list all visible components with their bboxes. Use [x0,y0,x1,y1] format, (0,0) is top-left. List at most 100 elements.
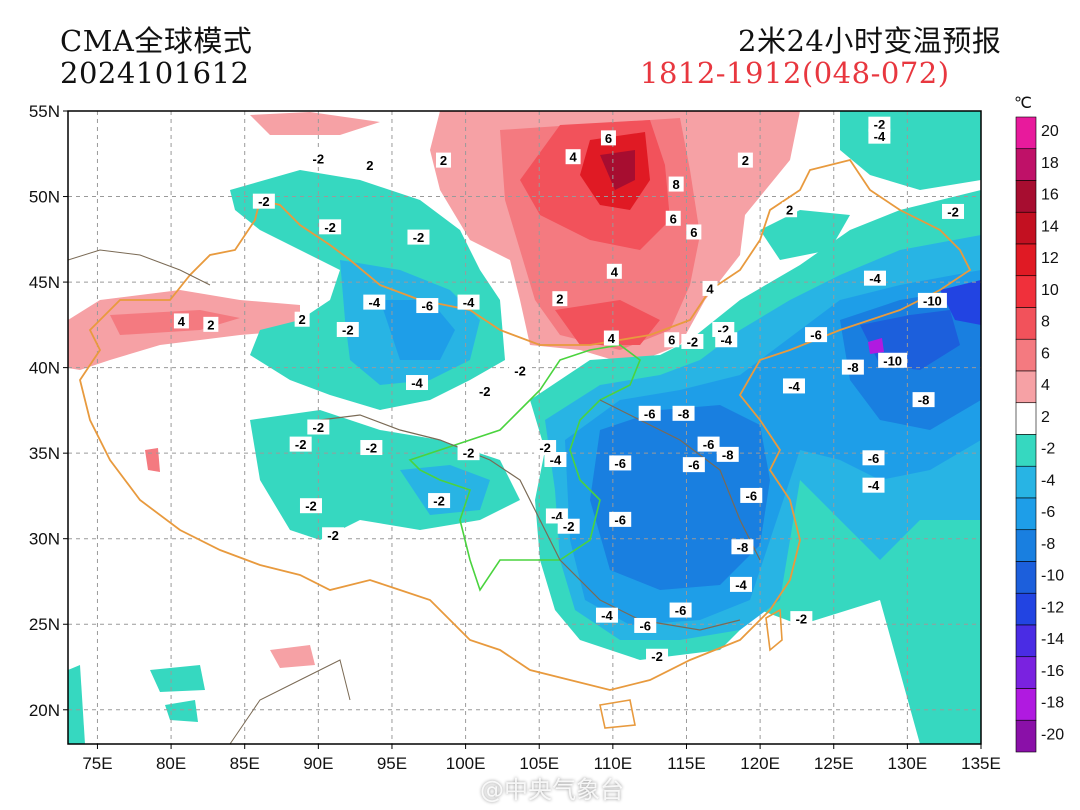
isoline-labels: -2-2-2-2-4 -6 -4-2-4-2-2-2-2 -2 -2-2 -2-2-2-4… [173,116,965,664]
country-line-w [68,249,211,286]
isoline-label-bg [862,450,885,466]
isoline-label-bg [609,511,632,527]
isoline-label-bg [336,321,359,337]
isoline-label-bg [362,157,378,173]
colorbar-swatch [1015,497,1037,531]
isoline-label-bg [406,375,429,391]
lon-tick-label: 135E [961,754,1001,773]
isoline-label: -6 [422,299,434,314]
isoline-label: 2 [742,153,749,168]
colorbar-label: -12 [1041,599,1064,616]
lat-tick-label: 50N [29,188,60,207]
isoline-label-bg [740,487,763,503]
isoline-label-bg [565,149,581,165]
lat-tick-label: 55N [29,102,60,121]
isoline-label: -2 [874,117,886,132]
isoline-label: -2 [258,194,270,209]
isoline-label-bg [862,477,885,493]
isoline-label: -6 [639,618,651,633]
lat-tick-label: 20N [29,701,60,720]
isoline-label-bg [665,210,681,226]
colorbar-swatch [1015,656,1037,689]
lon-tick-label: 125E [814,754,854,773]
warm-small-2 [270,645,315,668]
isoline-label: -2 [313,420,325,435]
isoline-label-bg [457,445,480,461]
colorbar-label: -20 [1041,726,1064,743]
lon-tick-label: 100E [446,754,486,773]
colorbar-label: 12 [1041,250,1059,267]
isoline-label-bg [646,648,669,664]
colorbar-swatch [1015,148,1037,181]
colorbar-label: -10 [1041,568,1064,585]
isoline-label: -6 [745,488,757,503]
isoline-label: 6 [668,333,675,348]
axis-ticks: 75E 80E 85E 90E 95E 100E 105E 110E 115E 120E 125E 1… [29,102,1001,773]
colorbar-label: 10 [1041,282,1059,299]
colorbar-swatch [1015,402,1037,435]
isoline-label: 6 [690,225,697,240]
colorbar-swatch [1015,688,1037,721]
isoline-label: -4 [411,376,423,391]
product-title: 2米24小时变温预报 [738,24,1002,58]
valid-range: 1812-1912(048-072) [640,56,950,90]
isoline-label: 6 [605,131,612,146]
cool-small-1 [150,665,205,692]
isoline-label: -2 [313,151,325,166]
map-frame [67,110,982,745]
isoline-label: -4 [874,129,886,144]
isoline-label-bg [672,405,695,421]
isoline-label: 2 [556,292,563,307]
lat-tick-label: 45N [29,273,60,292]
country-line-s [229,659,351,744]
colorbar-swatch [1015,338,1037,372]
isoline-label: -4 [868,478,880,493]
isoline-label: -6 [868,451,880,466]
lon-tick-label: 90E [303,754,333,773]
isoline-label: -4 [550,453,562,468]
colorbar-label: -2 [1041,441,1055,458]
isoline-label: 2 [440,153,447,168]
warm-zone-6b [555,300,660,345]
isoline-label-bg [595,607,618,623]
isoline-label: -2 [947,204,959,219]
colorbar-swatch [1015,624,1037,658]
cool-ne-2 [760,210,850,260]
lon-tick-label: 75E [82,754,112,773]
china-border [79,158,972,691]
isoline-label-bg [863,270,886,286]
colorbar-label: -8 [1041,536,1055,553]
isoline-label: -4 [869,271,881,286]
isoline-label: -6 [614,512,626,527]
isoline-label-bg [942,203,965,219]
isoline-label: -2 [479,384,491,399]
isoline-label: -4 [463,295,475,310]
isoline-label-bg [557,518,580,534]
isoline-label-bg [407,229,430,245]
isoline-label: -8 [918,393,930,408]
isoline-label: -6 [614,456,626,471]
isoline-label-bg [363,294,386,310]
isoline-label: -4 [601,608,613,623]
isoline-label: -2 [796,612,808,627]
isoline-label: -2 [687,334,699,349]
cool-tibet-4 [400,465,490,515]
lat-tick-label: 30N [29,530,60,549]
colorbar-swatch [1015,275,1037,308]
isoline-label-bg [841,359,864,375]
cool-zone-18 [868,338,884,354]
isoline-label-bg [294,311,310,327]
colorbar-swatch [1015,592,1037,626]
colorbar-label: 6 [1041,345,1050,362]
isoline-label: 4 [608,331,616,346]
isoline-label-bg [307,419,330,435]
isoline-label-bg [544,452,567,468]
colorbar-label: 14 [1041,218,1059,235]
isoline-label-bg [731,539,754,555]
isoline-label-bg [668,176,684,192]
colorbar-label: 8 [1041,314,1050,331]
isoline-label: -6 [675,603,687,618]
lon-tick-label: 115E [667,754,705,773]
isoline-label: -2 [514,364,526,379]
